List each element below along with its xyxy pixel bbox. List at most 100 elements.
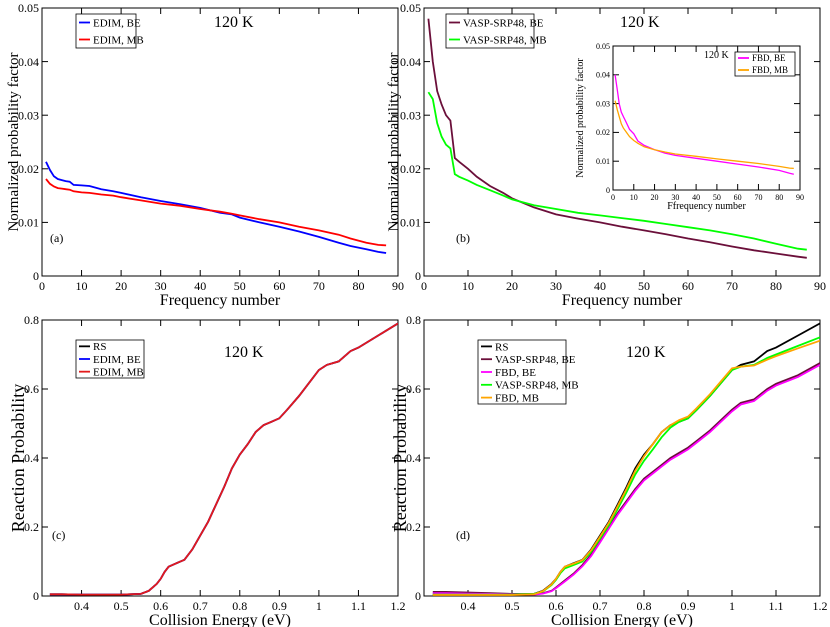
y-tick-label: 0.04 [400,55,421,69]
x-tick-label: 0.9 [681,599,696,613]
y-tick-label: 0 [606,186,610,195]
chart-panel-c: 0.4 0.5 0.6 0.7 0.8 0.9 1 1.1 1.200.20.40.60.8Co… [8,313,406,627]
chart-panel-b-inset: 0 10 20 30 40 50 60 70 80 90 0 0.01 0.02 0.03 0.04 0.05… [575,42,804,212]
temperature-annotation: 120 K [626,344,666,361]
x-tick-label: 1 [729,599,735,613]
x-tick-label: 1.2 [813,599,828,613]
temperature-annotation: 120 K [704,50,730,61]
y-tick-label: 0.02 [596,128,610,137]
y-tick-label: 0.2 [24,520,39,534]
y-axis-label: Reaction Probability [8,384,28,532]
x-tick-label: 60 [682,279,694,293]
x-tick-label: 0.6 [153,599,168,613]
x-tick-label: 0.7 [193,599,208,613]
y-tick-label: 0 [415,589,421,603]
x-tick-label: 0.9 [272,599,287,613]
x-tick-label: 40 [594,279,606,293]
x-tick-label: 10 [630,193,638,202]
y-tick-label: 0.01 [596,157,610,166]
y-tick-label: 0 [33,589,39,603]
y-tick-label: 0.2 [406,520,421,534]
x-axis-label: Frequency number [160,292,281,309]
series-line-edim-be [45,161,387,254]
x-tick-label: 0.5 [505,599,520,613]
y-tick-label: 0.03 [18,108,39,122]
x-tick-label: 0 [421,279,427,293]
x-axis-label: Ffrequency number [667,201,746,212]
y-tick-label: 0.4 [24,451,39,465]
x-axis-label: Frequency number [562,292,683,309]
x-tick-label: 0.5 [114,599,129,613]
legend-label: VASP-SRP48, MB [463,34,547,46]
legend-label: RS [93,341,106,353]
x-tick-label: 50 [713,193,721,202]
x-tick-label: 20 [115,279,127,293]
x-tick-label: 80 [352,279,364,293]
y-tick-label: 0 [415,269,421,283]
x-tick-label: 60 [734,193,742,202]
y-tick-label: 0.6 [24,382,39,396]
x-tick-label: 0.4 [74,599,89,613]
y-tick-label: 0.6 [406,382,421,396]
legend-label: VASP-SRP48, BE [463,17,544,29]
temperature-annotation: 120 K [224,344,264,361]
y-tick-label: 0.04 [18,55,39,69]
y-tick-label: 0.05 [400,1,421,15]
x-tick-label: 10 [462,279,474,293]
y-axis-label: Reaction Probability [390,384,410,532]
x-tick-label: 1.1 [351,599,366,613]
series-line-fbd-mb [614,100,794,170]
x-tick-label: 30 [671,193,679,202]
series-line-fbd-be [614,74,794,175]
x-tick-label: 0.8 [637,599,652,613]
series-line-edim-mb [49,322,398,596]
temperature-annotation: 120 K [214,14,254,31]
x-tick-label: 1 [316,599,322,613]
y-tick-label: 0 [33,269,39,283]
legend-label: VASP-SRP48, MB [495,380,579,392]
y-axis-label: Normalized probability factor [6,52,22,231]
x-tick-label: 0 [611,193,615,202]
legend-label: FBD, MB [752,65,788,75]
x-tick-label: 40 [194,279,206,293]
panel-label: (c) [52,528,65,542]
legend-label: EDIM, BE [93,354,141,366]
x-tick-label: 90 [814,279,826,293]
legend-label: EDIM, MB [93,367,144,379]
legend-label: EDIM, BE [93,17,141,29]
x-tick-label: 0.6 [549,599,564,613]
x-tick-label: 50 [234,279,246,293]
x-tick-label: 0 [39,279,45,293]
legend-label: EDIM, MB [93,34,144,46]
legend-box [477,339,567,405]
y-tick-label: 0.03 [596,99,610,108]
y-tick-label: 0.01 [400,216,421,230]
x-tick-label: 20 [506,279,518,293]
legend-label: FBD, BE [752,53,786,63]
x-tick-label: 30 [550,279,562,293]
y-tick-label: 0.02 [400,162,421,176]
x-axis-label: Collision Energy (eV) [551,612,693,627]
y-tick-label: 0.05 [18,1,39,15]
series-line-fbd-be [432,364,820,596]
x-tick-label: 50 [638,279,650,293]
x-tick-label: 90 [392,279,404,293]
y-tick-label: 0.04 [596,71,610,80]
y-axis-label: Normalized probability factor [386,52,402,231]
y-tick-label: 0.02 [18,162,39,176]
panel-label: (d) [456,528,470,542]
x-tick-label: 0.4 [461,599,476,613]
x-tick-label: 80 [775,193,783,202]
legend-label: RS [495,341,508,353]
x-tick-label: 40 [692,193,700,202]
y-tick-label: 0.01 [18,216,39,230]
x-tick-label: 60 [273,279,285,293]
y-tick-label: 0.8 [406,313,421,327]
y-tick-label: 0.03 [400,108,421,122]
y-axis-label: Normalized probability factor [575,58,586,178]
temperature-annotation: 120 K [620,14,660,31]
series-line-fbd-mb [432,339,820,596]
legend-box [445,13,535,49]
x-tick-label: 70 [754,193,762,202]
